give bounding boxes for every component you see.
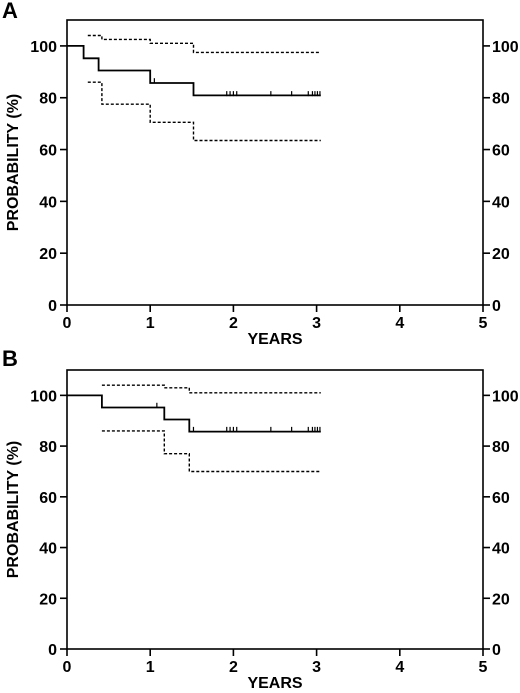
y-tick-label: 20	[39, 246, 57, 263]
y-tick-label: 80	[39, 439, 57, 456]
right-y-tick-label: 100	[492, 39, 519, 56]
lower-confidence-bound	[87, 81, 321, 142]
upper-confidence-bound	[101, 384, 321, 394]
right-y-tick-label: 20	[492, 591, 510, 608]
x-tick-label: 2	[229, 315, 238, 332]
survival-curve	[67, 45, 321, 97]
plot-frame	[66, 369, 484, 650]
x-tick-label: 0	[63, 659, 72, 676]
y-tick-label: 60	[39, 490, 57, 507]
x-tick-label: 4	[395, 659, 404, 676]
upper-confidence-bound	[87, 34, 321, 54]
chart-panel-b: B0 1 2 3 4 5020406080100020406080100YEARSPROB…	[2, 346, 519, 692]
right-y-tick-label: 80	[492, 439, 510, 456]
x-tick-label: 5	[479, 315, 488, 332]
plot-frame	[66, 19, 484, 306]
lower-confidence-bound	[101, 430, 321, 473]
x-tick-label: 0	[63, 315, 72, 332]
y-tick-label: 40	[39, 194, 57, 211]
chart-panel-a: A0 1 2 3 4 5020406080100020406080100YEARSPROB…	[2, 0, 519, 348]
right-y-tick-label: 40	[492, 194, 510, 211]
survival-curve	[67, 394, 321, 433]
panel-letter: A	[2, 0, 18, 23]
y-tick-label: 0	[48, 298, 57, 315]
y-axis-title: PROBABILITY (%)	[5, 94, 22, 231]
y-tick-label: 0	[48, 642, 57, 659]
right-y-tick-label: 0	[492, 298, 501, 315]
y-tick-label: 60	[39, 143, 57, 160]
x-tick-label: 3	[312, 315, 321, 332]
right-y-tick-label: 100	[492, 388, 519, 405]
y-tick-label: 100	[30, 388, 57, 405]
x-axis-title: YEARS	[247, 331, 302, 348]
y-tick-label: 100	[30, 39, 57, 56]
x-tick-label: 1	[146, 315, 155, 332]
x-tick-label: 4	[395, 315, 404, 332]
x-tick-label: 1	[146, 659, 155, 676]
right-y-tick-label: 20	[492, 246, 510, 263]
x-axis-title: YEARS	[247, 675, 302, 692]
right-y-tick-label: 80	[492, 91, 510, 108]
y-tick-label: 40	[39, 541, 57, 558]
x-tick-label: 3	[312, 659, 321, 676]
right-y-tick-label: 0	[492, 642, 501, 659]
x-tick-label: 2	[229, 659, 238, 676]
y-axis-title: PROBABILITY (%)	[5, 441, 22, 578]
right-y-tick-label: 40	[492, 541, 510, 558]
panel-letter: B	[2, 346, 18, 371]
x-tick-label: 5	[479, 659, 488, 676]
right-y-tick-label: 60	[492, 143, 510, 160]
y-tick-label: 80	[39, 91, 57, 108]
y-tick-label: 20	[39, 591, 57, 608]
right-y-tick-label: 60	[492, 490, 510, 507]
